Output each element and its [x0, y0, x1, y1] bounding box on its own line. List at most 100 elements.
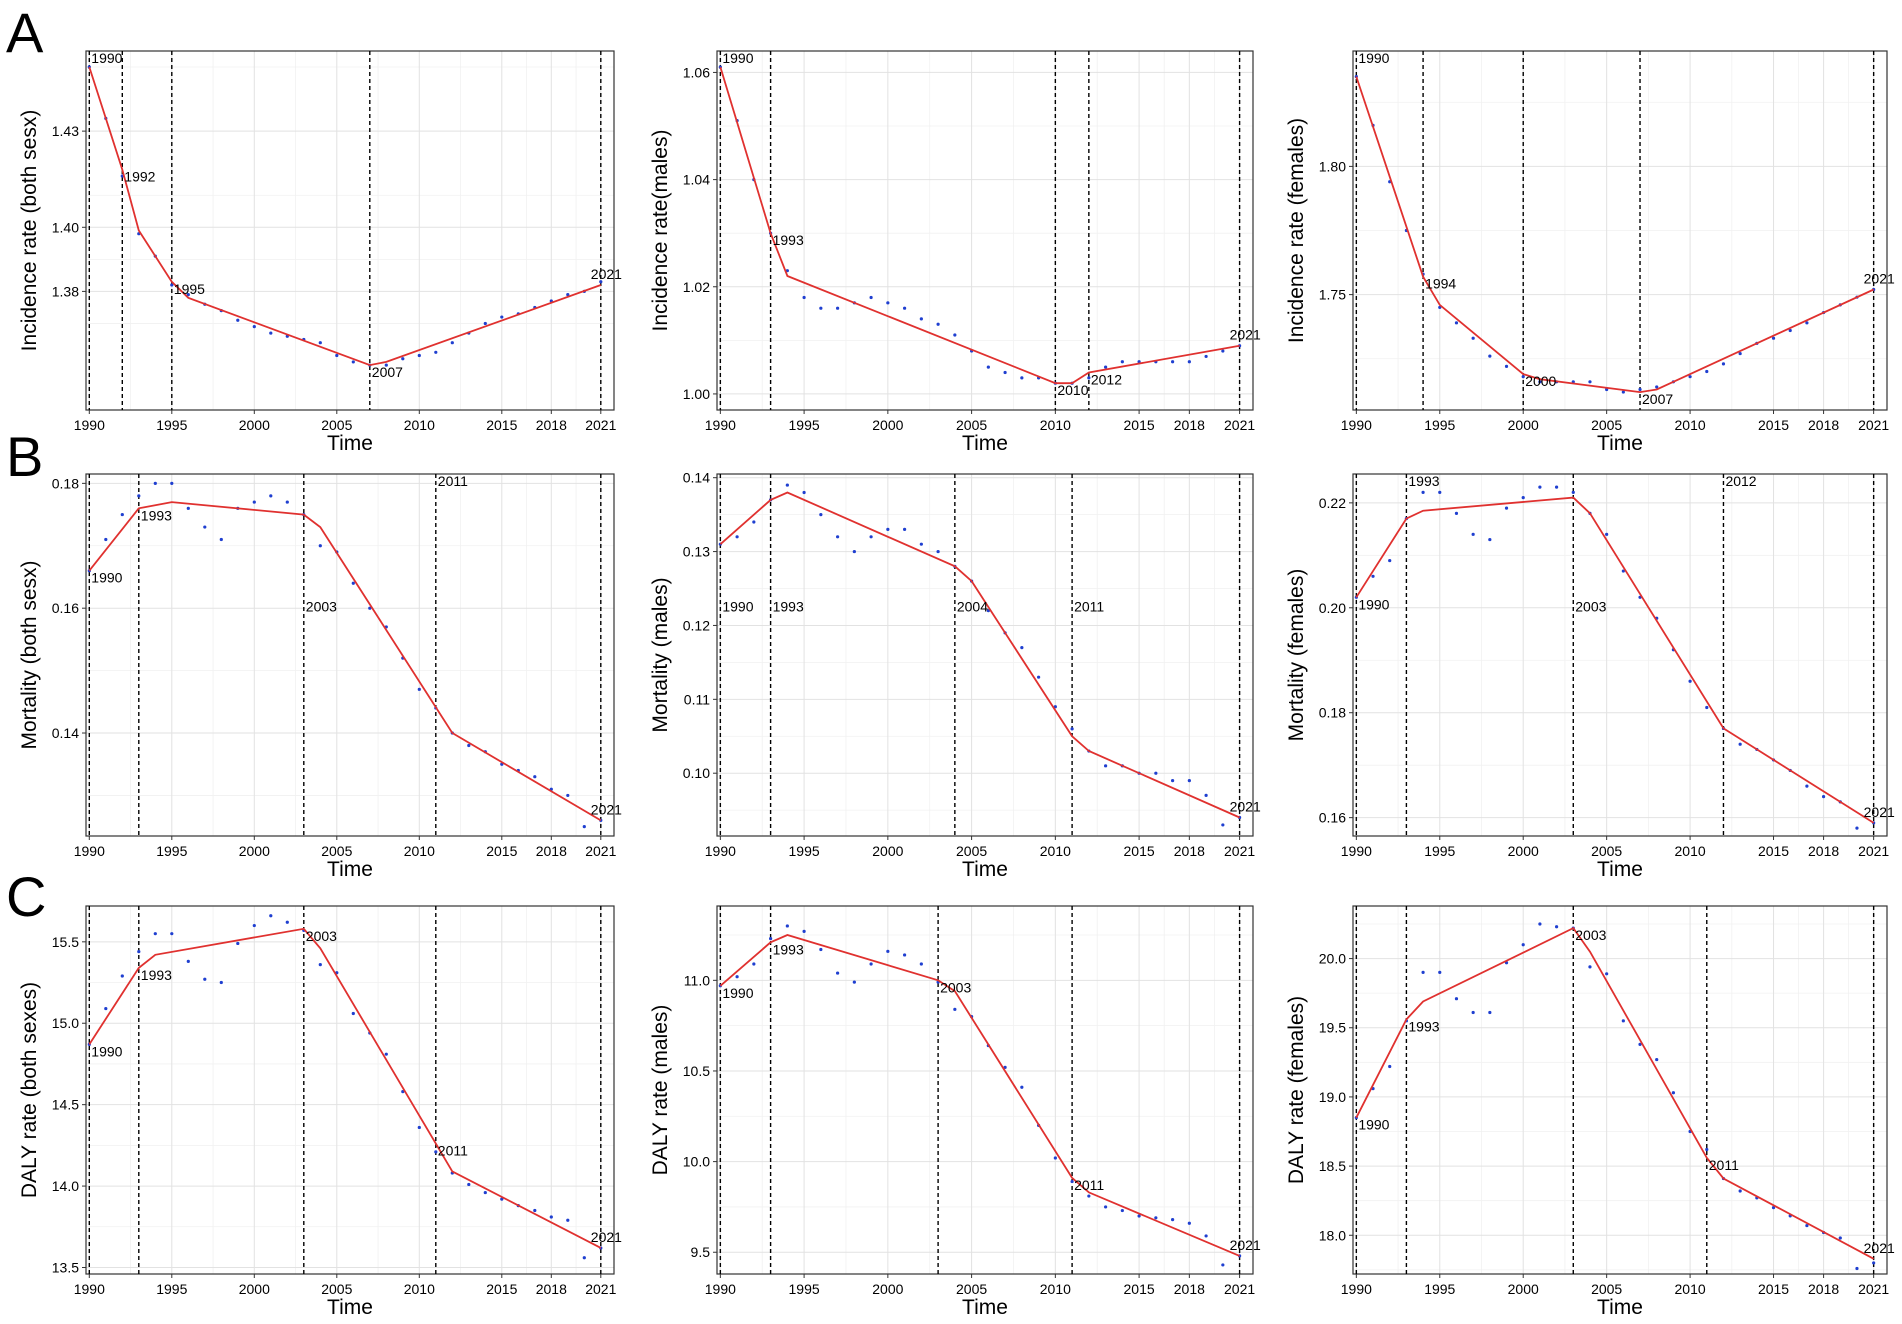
- data-point: [1438, 490, 1442, 494]
- data-point: [384, 1052, 388, 1056]
- chart-1: 1990 1995 2000 2005 2010 2015 2018 2021 1.38 1.40…: [18, 50, 622, 455]
- data-point: [401, 357, 405, 361]
- data-point: [852, 549, 856, 554]
- x-tick-label: 1995: [789, 843, 820, 859]
- x-tick-label: 2005: [321, 417, 352, 433]
- x-tick-label: 2021: [1224, 417, 1255, 433]
- y-tick-label: 0.16: [52, 600, 79, 616]
- breakpoint-label: 1992: [124, 169, 155, 185]
- x-axis-title: Time: [1597, 432, 1643, 455]
- data-point: [819, 947, 823, 952]
- y-tick-label: 0.12: [683, 617, 710, 633]
- data-point: [1621, 390, 1625, 394]
- y-tick-label: 10.0: [683, 1154, 710, 1170]
- y-tick-label: 11.0: [684, 972, 710, 988]
- x-tick-label: 2021: [1858, 417, 1889, 433]
- plot-frame: [716, 473, 1254, 837]
- data-point: [467, 1182, 471, 1187]
- x-tick-label: 2015: [1758, 1281, 1789, 1297]
- y-tick-label: 0.18: [1319, 705, 1346, 721]
- data-point: [566, 793, 570, 798]
- data-point: [170, 481, 174, 485]
- breakpoint-label: 2021: [1864, 804, 1895, 820]
- data-point: [1805, 1223, 1809, 1228]
- y-tick-label: 0.22: [1319, 495, 1346, 511]
- x-tick-label: 2000: [872, 417, 903, 433]
- x-tick-label: 2010: [1040, 1281, 1071, 1297]
- data-point: [1187, 1221, 1191, 1225]
- x-tick-label: 2010: [1040, 417, 1071, 433]
- x-axis-title: Time: [1597, 858, 1643, 881]
- x-tick-label: 1990: [74, 1281, 105, 1297]
- data-point: [1805, 321, 1809, 325]
- breakpoint-label: 2011: [438, 1143, 468, 1159]
- data-point: [120, 512, 124, 517]
- data-point: [836, 971, 840, 975]
- data-point: [886, 949, 890, 953]
- x-tick-label: 1995: [156, 843, 187, 859]
- data-point: [1621, 569, 1625, 573]
- data-point: [1488, 1010, 1492, 1015]
- y-axis-title: Incidence rate (females): [1285, 118, 1308, 343]
- breakpoint-label: 2011: [1074, 599, 1104, 615]
- y-tick-label: 1.40: [52, 219, 79, 235]
- data-point: [203, 977, 207, 981]
- data-point: [219, 980, 223, 985]
- data-point: [1104, 764, 1108, 768]
- data-point: [1638, 1042, 1642, 1046]
- x-tick-label: 2018: [1174, 843, 1205, 859]
- data-point: [351, 581, 355, 585]
- breakpoint-label: 2011: [1709, 1157, 1739, 1173]
- y-tick-label: 15.0: [52, 1015, 79, 1031]
- y-tick-label: 1.43: [52, 123, 79, 139]
- breakpoint-label: 2007: [1642, 391, 1673, 407]
- data-point: [919, 317, 923, 321]
- data-point: [1771, 336, 1776, 340]
- breakpoint-label: 2021: [1864, 270, 1895, 286]
- data-point: [1655, 385, 1659, 389]
- data-point: [819, 306, 823, 310]
- data-point: [1438, 970, 1442, 975]
- data-point: [186, 506, 190, 510]
- data-point: [1154, 1216, 1158, 1220]
- data-point: [1388, 558, 1392, 563]
- x-tick-label: 2015: [1758, 417, 1789, 433]
- data-point: [1521, 375, 1525, 379]
- data-point: [467, 743, 471, 748]
- breakpoint-label: 2021: [1864, 1240, 1895, 1256]
- data-point: [1521, 496, 1525, 500]
- data-point: [1204, 354, 1208, 359]
- fitted-trend-line: [719, 491, 1240, 819]
- data-point: [1621, 1019, 1625, 1023]
- y-tick-label: 20.0: [1319, 951, 1346, 967]
- x-tick-label: 1995: [789, 417, 820, 433]
- chart-7: 1990 1995 2000 2005 2010 2015 2018 2021 13.5 14.0…: [18, 905, 622, 1319]
- breakpoint-label: 2007: [372, 364, 403, 380]
- data-point: [1154, 771, 1158, 775]
- y-tick-label: 0.16: [1319, 810, 1346, 826]
- data-point: [936, 549, 940, 554]
- breakpoint-label: 1990: [722, 599, 753, 615]
- x-tick-label: 2021: [1224, 843, 1255, 859]
- x-tick-label: 2005: [1591, 843, 1622, 859]
- data-point: [1003, 1065, 1007, 1069]
- breakpoint-label: 1993: [1408, 473, 1439, 489]
- y-tick-label: 1.02: [683, 279, 710, 295]
- plot-frame: [1352, 473, 1888, 837]
- y-tick-label: 0.11: [684, 691, 710, 707]
- x-tick-label: 2005: [321, 843, 352, 859]
- plot-frame: [85, 905, 615, 1275]
- x-tick-label: 1995: [789, 1281, 820, 1297]
- data-point: [318, 341, 322, 345]
- x-tick-label: 1990: [1341, 417, 1372, 433]
- y-tick-label: 18.0: [1319, 1227, 1346, 1243]
- data-point: [170, 283, 174, 287]
- y-tick-label: 19.5: [1319, 1020, 1346, 1036]
- data-point: [1421, 490, 1425, 494]
- chart-6: 1990 1995 2000 2005 2010 2015 2018 2021 0.16 0.18…: [1285, 473, 1895, 881]
- data-point: [1738, 351, 1742, 356]
- data-point: [1471, 532, 1475, 536]
- data-point: [170, 932, 174, 936]
- data-point: [1688, 679, 1692, 683]
- data-point: [1638, 387, 1642, 392]
